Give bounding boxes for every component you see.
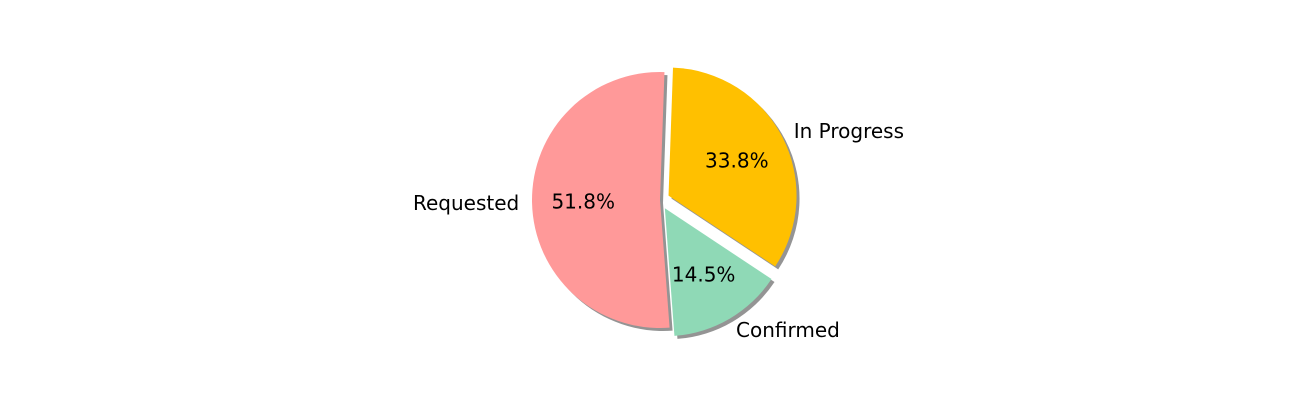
pie-slices xyxy=(532,67,797,336)
pie-percent-label-requested: 51.8% xyxy=(551,190,615,214)
pie-slice-confirmed xyxy=(664,208,772,336)
pie-slice-in-progress xyxy=(668,67,797,267)
pie-slice-requested xyxy=(532,72,670,328)
pie-percent-label-confirmed: 14.5% xyxy=(672,263,736,287)
pie-percent-label-in-progress: 33.8% xyxy=(705,148,769,172)
pie-labels: 51.8% Requested 14.5% Confirmed 33.8% In Prog… xyxy=(413,119,904,342)
pie-category-label-in-progress: In Progress xyxy=(794,119,904,143)
pie-category-label-requested: Requested xyxy=(413,191,519,215)
pie-category-label-confirmed: Confirmed xyxy=(736,318,840,342)
